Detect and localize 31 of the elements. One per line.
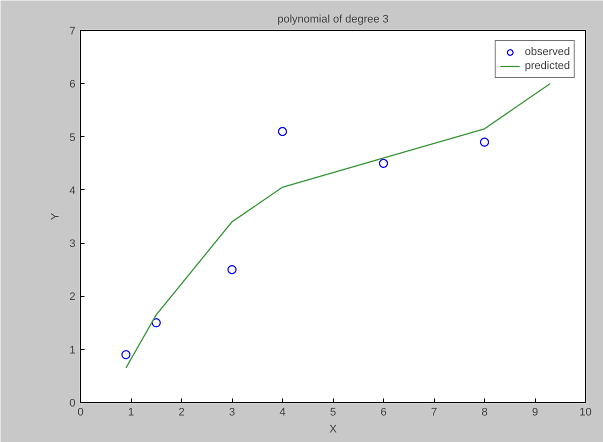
chart-title: polynomial of degree 3 bbox=[277, 14, 389, 26]
point bbox=[278, 126, 288, 136]
y-tick-label: 5 bbox=[69, 132, 76, 144]
x-tick-label: 9 bbox=[532, 406, 538, 418]
x-tick-label: 3 bbox=[228, 406, 236, 418]
x-tick-label: 2 bbox=[178, 406, 185, 418]
y-tick-label: 4 bbox=[69, 184, 76, 197]
x-tick-label: 1 bbox=[128, 406, 134, 418]
point bbox=[152, 318, 161, 328]
legend-label: predicted bbox=[524, 59, 570, 73]
x-tick-label: 5 bbox=[330, 406, 336, 418]
y-tick-label: 3 bbox=[69, 238, 76, 250]
point bbox=[378, 158, 388, 168]
y-tick-label: 7 bbox=[69, 26, 76, 38]
legend-label: observed bbox=[524, 45, 570, 59]
y-axis-title: Y bbox=[49, 212, 62, 220]
x-tick-label: 8 bbox=[481, 406, 488, 418]
x-tick-label: 10 bbox=[579, 406, 592, 418]
y-tick-label: 1 bbox=[69, 344, 76, 356]
x-tick-label: 0 bbox=[77, 406, 84, 418]
y-tick-label: 0 bbox=[69, 398, 76, 410]
point bbox=[227, 265, 237, 274]
x-tick-label: 6 bbox=[380, 406, 387, 418]
x-tick-label: 4 bbox=[279, 406, 286, 418]
point bbox=[121, 350, 131, 360]
y-tick-label: 2 bbox=[69, 291, 76, 304]
y-tick-label: 6 bbox=[69, 78, 76, 91]
point bbox=[480, 138, 490, 147]
x-axis-title: X bbox=[329, 424, 338, 436]
x-tick-label: 7 bbox=[430, 406, 438, 418]
line-series bbox=[125, 82, 551, 369]
